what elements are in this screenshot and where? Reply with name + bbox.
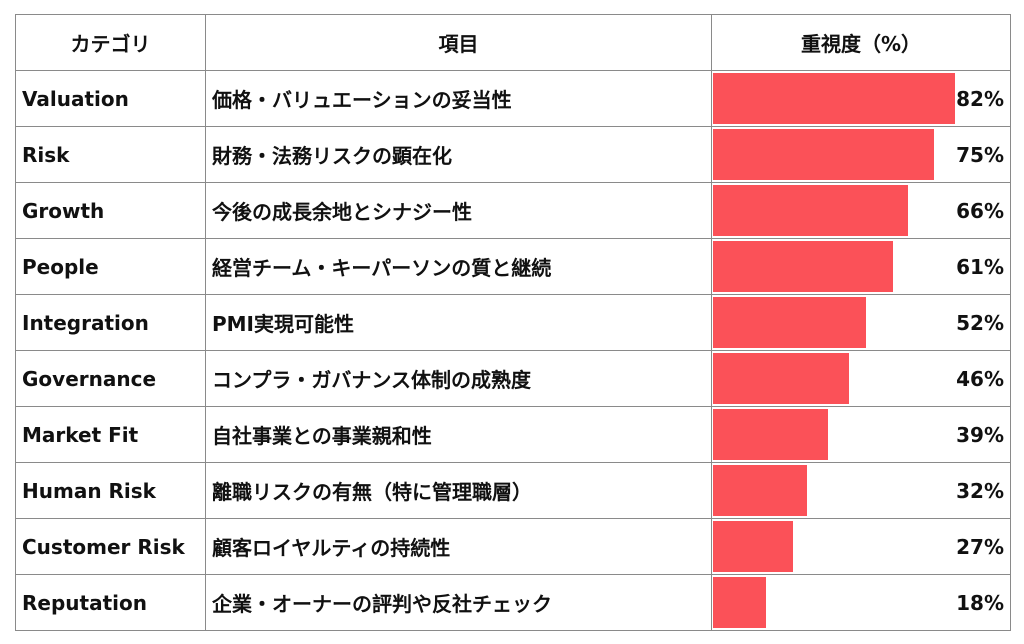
header-importance: 重視度（%） <box>711 14 1011 71</box>
category-label: Valuation <box>15 70 206 127</box>
item-label: 今後の成長余地とシナジー性 <box>205 182 712 239</box>
value-label: 52% <box>956 310 1004 335</box>
category-label: Reputation <box>15 574 206 631</box>
category-label: People <box>15 238 206 295</box>
table-row: Growth 今後の成長余地とシナジー性 66% <box>15 182 1011 239</box>
header-item: 項目 <box>205 14 712 71</box>
bar-cell: 39% <box>711 406 1011 463</box>
value-label: 75% <box>956 142 1004 167</box>
bar <box>713 241 893 292</box>
table-row: Risk 財務・法務リスクの顕在化 75% <box>15 126 1011 183</box>
table-row: People 経営チーム・キーパーソンの質と継続 61% <box>15 238 1011 295</box>
table-row: Market Fit 自社事業との事業親和性 39% <box>15 406 1011 463</box>
category-label: Growth <box>15 182 206 239</box>
item-label: 自社事業との事業親和性 <box>205 406 712 463</box>
category-label: Customer Risk <box>15 518 206 575</box>
item-label: 経営チーム・キーパーソンの質と継続 <box>205 238 712 295</box>
value-label: 32% <box>956 478 1004 503</box>
table-row: Valuation 価格・バリュエーションの妥当性 82% <box>15 70 1011 127</box>
item-label: 価格・バリュエーションの妥当性 <box>205 70 712 127</box>
table-row: Integration PMI実現可能性 52% <box>15 294 1011 351</box>
value-label: 82% <box>956 86 1004 111</box>
bar <box>713 297 866 348</box>
bar-cell: 18% <box>711 574 1011 631</box>
importance-table: カテゴリ 項目 重視度（%） Valuation 価格・バリュエーションの妥当性 8… <box>15 14 1011 631</box>
value-label: 39% <box>956 422 1004 447</box>
bar-cell: 61% <box>711 238 1011 295</box>
category-label: Risk <box>15 126 206 183</box>
table-row: Human Risk 離職リスクの有無（特に管理職層） 32% <box>15 462 1011 519</box>
table-row: Customer Risk 顧客ロイヤルティの持続性 27% <box>15 518 1011 575</box>
bar <box>713 185 908 236</box>
item-label: 企業・オーナーの評判や反社チェック <box>205 574 712 631</box>
category-label: Market Fit <box>15 406 206 463</box>
header-category: カテゴリ <box>15 14 206 71</box>
header-row: カテゴリ 項目 重視度（%） <box>15 14 1011 71</box>
value-label: 27% <box>956 534 1004 559</box>
bar-cell: 52% <box>711 294 1011 351</box>
bar <box>713 129 934 180</box>
item-label: コンプラ・ガバナンス体制の成熟度 <box>205 350 712 407</box>
category-label: Integration <box>15 294 206 351</box>
category-label: Human Risk <box>15 462 206 519</box>
category-label: Governance <box>15 350 206 407</box>
bar <box>713 353 849 404</box>
bar <box>713 577 766 628</box>
bar <box>713 73 955 124</box>
item-label: PMI実現可能性 <box>205 294 712 351</box>
bar-cell: 27% <box>711 518 1011 575</box>
item-label: 離職リスクの有無（特に管理職層） <box>205 462 712 519</box>
bar-cell: 82% <box>711 70 1011 127</box>
value-label: 46% <box>956 366 1004 391</box>
bar-cell: 66% <box>711 182 1011 239</box>
table-row: Governance コンプラ・ガバナンス体制の成熟度 46% <box>15 350 1011 407</box>
value-label: 61% <box>956 254 1004 279</box>
item-label: 財務・法務リスクの顕在化 <box>205 126 712 183</box>
bar-cell: 46% <box>711 350 1011 407</box>
table-row: Reputation 企業・オーナーの評判や反社チェック 18% <box>15 574 1011 631</box>
bar <box>713 465 807 516</box>
bar <box>713 521 793 572</box>
value-label: 66% <box>956 198 1004 223</box>
bar-cell: 32% <box>711 462 1011 519</box>
bar-cell: 75% <box>711 126 1011 183</box>
value-label: 18% <box>956 590 1004 615</box>
bar <box>713 409 828 460</box>
item-label: 顧客ロイヤルティの持続性 <box>205 518 712 575</box>
